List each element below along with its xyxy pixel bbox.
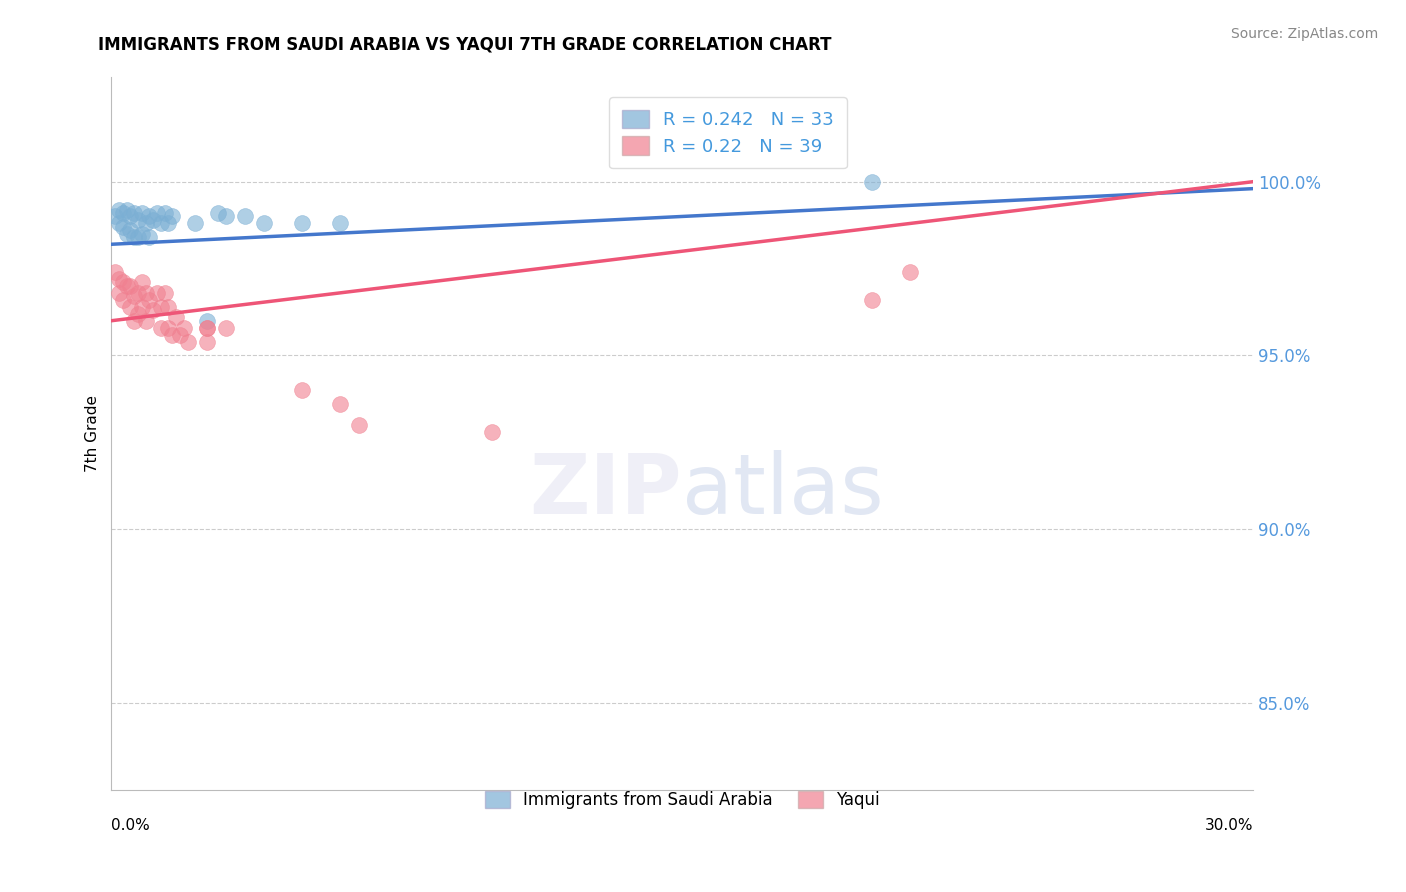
Point [135,314,157,328]
Point [127,230,149,244]
Text: 0.0%: 0.0% [111,819,150,833]
Point [195,320,218,334]
Point [146,206,169,220]
Point [108,216,131,230]
Point [104,265,127,279]
Point [131,300,153,314]
Point [329,397,352,411]
Point [149,216,172,230]
Point [162,327,184,342]
Point [127,307,149,321]
Point [157,320,180,334]
Point [131,276,153,290]
Point [127,213,149,227]
Point [127,285,149,300]
Point [157,300,180,314]
Point [120,223,142,237]
Point [138,293,160,307]
Point [131,227,153,241]
Point [207,206,229,220]
Point [195,334,218,349]
Point [115,202,138,217]
Point [146,285,169,300]
Point [120,210,142,224]
Legend: Immigrants from Saudi Arabia, Yaqui: Immigrants from Saudi Arabia, Yaqui [472,780,891,821]
Point [195,314,218,328]
Point [157,216,180,230]
Point [481,425,503,439]
Text: Source: ZipAtlas.com: Source: ZipAtlas.com [1230,27,1378,41]
Point [120,300,142,314]
Point [184,216,207,230]
Point [153,206,176,220]
Point [138,230,160,244]
Point [135,285,157,300]
Point [115,279,138,293]
Point [111,219,134,234]
Point [115,227,138,241]
Point [165,310,187,325]
Point [291,383,314,397]
Point [111,206,134,220]
Point [142,213,165,227]
Text: IMMIGRANTS FROM SAUDI ARABIA VS YAQUI 7TH GRADE CORRELATION CHART: IMMIGRANTS FROM SAUDI ARABIA VS YAQUI 7T… [98,36,832,54]
Point [162,210,184,224]
Point [149,320,172,334]
Point [214,320,236,334]
Point [138,210,160,224]
Point [122,230,145,244]
Point [142,303,165,318]
Point [291,216,314,230]
Point [108,272,131,286]
Point [860,293,883,307]
Text: atlas: atlas [682,450,884,531]
Point [195,320,218,334]
Point [347,417,370,432]
Point [108,202,131,217]
Point [135,216,157,230]
Point [122,314,145,328]
Point [329,216,352,230]
Point [900,265,922,279]
Point [122,206,145,220]
Point [104,210,127,224]
Text: ZIP: ZIP [530,450,682,531]
Point [233,210,256,224]
Text: 30.0%: 30.0% [1205,819,1253,833]
Point [169,327,191,342]
Point [111,293,134,307]
Point [120,279,142,293]
Point [173,320,195,334]
Point [860,175,883,189]
Point [252,216,274,230]
Point [111,276,134,290]
Point [153,285,176,300]
Point [108,285,131,300]
Point [176,334,198,349]
Y-axis label: 7th Grade: 7th Grade [86,395,100,472]
Point [149,300,172,314]
Point [214,210,236,224]
Point [131,206,153,220]
Point [122,289,145,303]
